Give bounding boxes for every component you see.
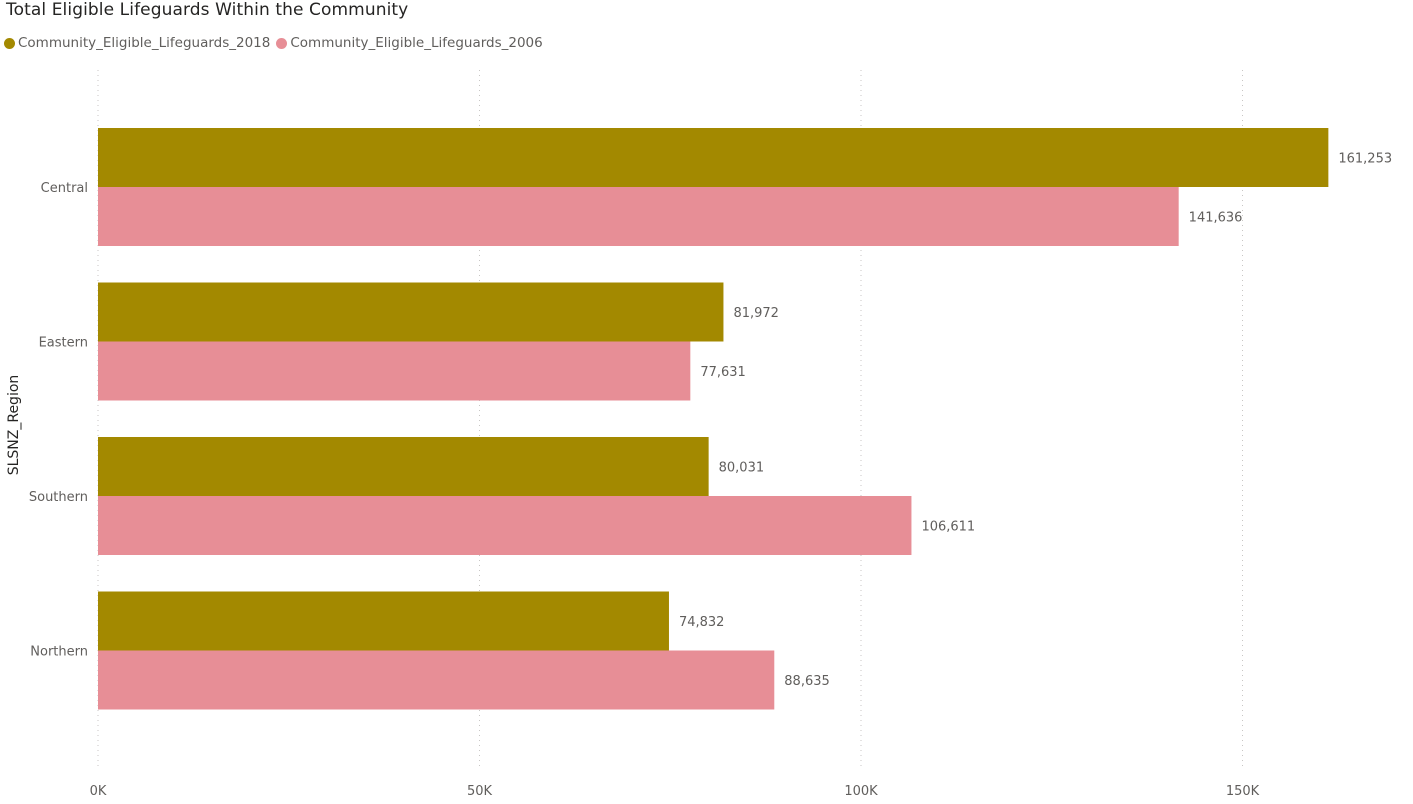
- legend-item-2006[interactable]: Community_Eligible_Lifeguards_2006: [276, 35, 543, 51]
- bar[interactable]: [98, 341, 691, 401]
- bar[interactable]: [98, 187, 1179, 246]
- data-label: 88,635: [784, 674, 830, 689]
- bar[interactable]: [98, 128, 1329, 187]
- legend-swatch-2018: [4, 37, 15, 49]
- data-label: 106,611: [921, 520, 975, 535]
- bar[interactable]: [98, 496, 912, 555]
- gridlines: [97, 70, 1243, 770]
- bars: [98, 128, 1329, 710]
- legend-swatch-2006: [276, 37, 288, 49]
- data-label: 80,031: [719, 461, 765, 476]
- data-label: 81,972: [733, 306, 779, 321]
- legend: Community_Eligible_Lifeguards_2018 Commu…: [4, 34, 549, 52]
- category-label: Northern: [30, 645, 88, 660]
- data-label: 161,253: [1338, 152, 1392, 167]
- category-axis: Central Eastern Southern Northern: [29, 181, 88, 660]
- bar[interactable]: [98, 437, 709, 496]
- category-label: Southern: [29, 490, 88, 505]
- legend-item-2018[interactable]: Community_Eligible_Lifeguards_2018: [4, 35, 270, 51]
- x-tick-label: 150K: [1226, 784, 1260, 799]
- chart-title: Total Eligible Lifeguards Within the Com…: [6, 0, 409, 20]
- value-axis: 0K 50K 100K 150K: [90, 784, 1260, 799]
- x-tick-label: 50K: [467, 784, 493, 799]
- bar[interactable]: [98, 282, 724, 342]
- category-label: Central: [41, 181, 88, 196]
- bar[interactable]: [98, 650, 775, 710]
- legend-label-2018: Community_Eligible_Lifeguards_2018: [18, 35, 271, 51]
- data-label: 77,631: [700, 365, 746, 380]
- data-label: 74,832: [679, 615, 725, 630]
- data-label: 141,636: [1189, 211, 1243, 226]
- category-label: Eastern: [39, 336, 88, 351]
- x-tick-label: 0K: [90, 784, 107, 799]
- legend-label-2006: Community_Eligible_Lifeguards_2006: [290, 35, 543, 51]
- x-tick-label: 100K: [844, 784, 878, 799]
- data-labels: 161,253 141,636 81,972 77,631 80,031 106,611 7…: [679, 152, 1392, 690]
- bar[interactable]: [98, 591, 669, 651]
